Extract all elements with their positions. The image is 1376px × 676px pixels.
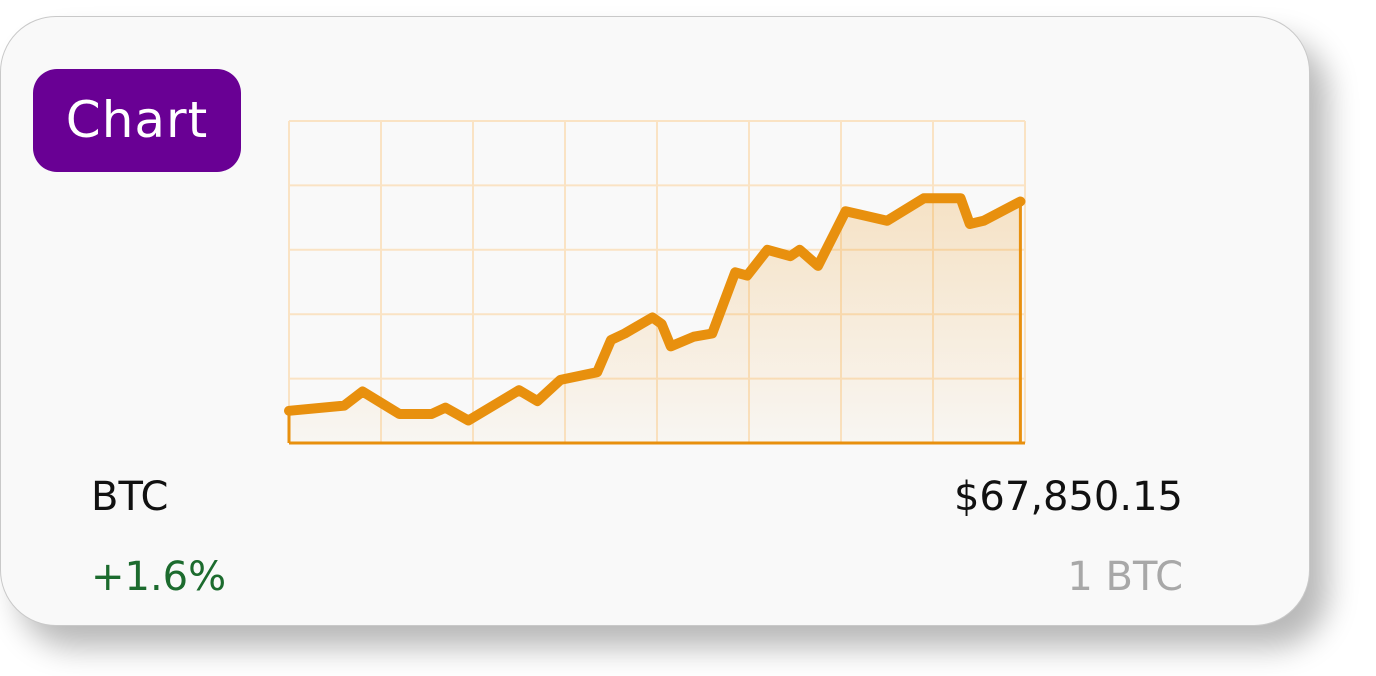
- asset-symbol: BTC: [91, 474, 169, 520]
- price-change: +1.6%: [91, 554, 227, 600]
- price-chart: [281, 113, 1037, 453]
- asset-price: $67,850.15: [953, 474, 1183, 520]
- chart-badge: Chart: [33, 69, 241, 172]
- asset-card[interactable]: Chart BTC +1.6% $67,850.15 1 BTC: [0, 16, 1310, 626]
- asset-quantity: 1 BTC: [1067, 554, 1183, 600]
- price-chart-svg: [284, 120, 1026, 445]
